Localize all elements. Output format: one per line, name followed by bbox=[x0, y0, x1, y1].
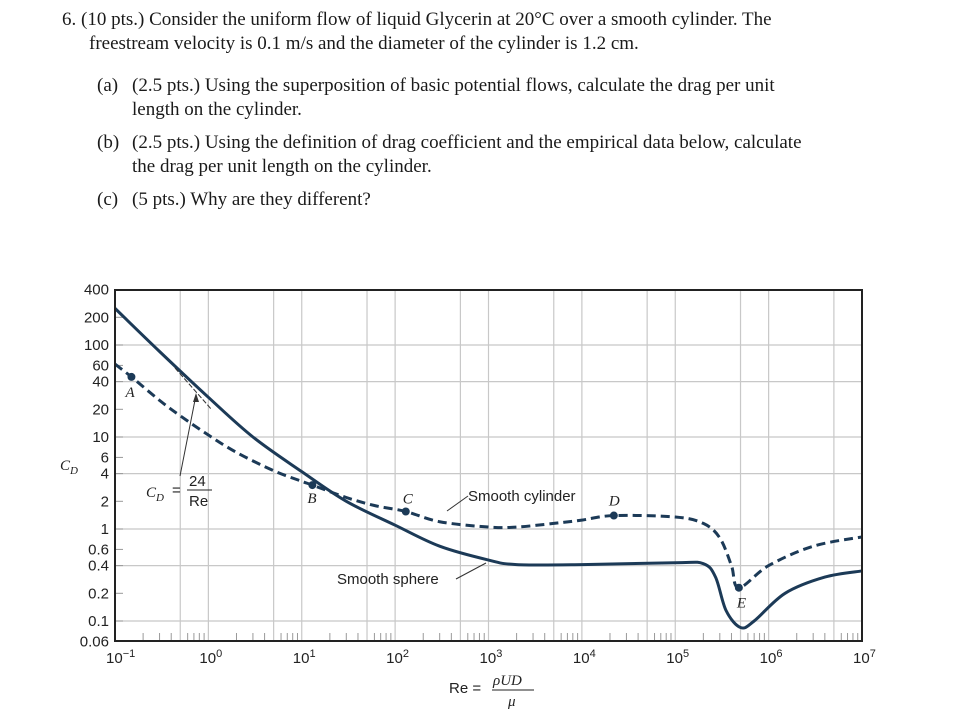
part-c-label: (c) bbox=[97, 189, 119, 210]
y-tick-label: 0.2 bbox=[88, 585, 109, 602]
point-b-label: B bbox=[307, 491, 316, 507]
smooth-cylinder-curve bbox=[114, 362, 863, 590]
y-tick-label: 40 bbox=[92, 374, 109, 391]
y-tick-label: 60 bbox=[92, 357, 109, 374]
cylinder-pointer bbox=[446, 495, 469, 512]
grid bbox=[114, 290, 862, 641]
y-tick-label: 0.06 bbox=[80, 633, 109, 650]
part-a-line-1: (2.5 pts.) Using the superposition of ba… bbox=[132, 75, 775, 96]
y-tick-label: 20 bbox=[92, 401, 109, 418]
equals-sign: = bbox=[172, 482, 181, 499]
stokes-numerator: 24 bbox=[189, 473, 206, 490]
part-b-label: (b) bbox=[97, 132, 120, 153]
point-e-label: E bbox=[736, 596, 746, 612]
arrowhead bbox=[193, 393, 199, 402]
y-tick-label: 100 bbox=[84, 337, 109, 354]
y-tick-label: 200 bbox=[84, 309, 109, 326]
point-b-marker bbox=[308, 481, 317, 490]
x-axis-label-den: μ bbox=[507, 694, 516, 710]
point-a-marker bbox=[127, 372, 136, 381]
problem-line-1: 6. (10 pts.) Consider the uniform flow o… bbox=[62, 9, 772, 30]
x-axis-label-num: ρUD bbox=[492, 673, 522, 689]
stokes-cd-label: CD bbox=[146, 485, 164, 504]
y-tick-label: 0.1 bbox=[88, 613, 109, 630]
smooth-sphere-curve bbox=[113, 307, 863, 630]
y-tick-label: 10 bbox=[92, 429, 109, 446]
x-tick-label: 107 bbox=[853, 648, 876, 667]
problem-line-2: freestream velocity is 0.1 m/s and the d… bbox=[89, 33, 639, 54]
x-tick-label: 106 bbox=[760, 648, 783, 667]
cylinder-label: Smooth cylinder bbox=[468, 488, 576, 505]
point-d-marker bbox=[609, 511, 618, 520]
x-tick-label: 103 bbox=[480, 648, 503, 667]
stokes-asymptote bbox=[174, 367, 213, 411]
point-e-marker bbox=[734, 583, 743, 592]
part-b-line-2: the drag per unit length on the cylinder… bbox=[132, 156, 432, 177]
stokes-pointer bbox=[179, 394, 197, 477]
point-a-label: A bbox=[124, 385, 135, 401]
x-axis-label-lhs: Re = bbox=[449, 680, 481, 697]
y-tick-label: 1 bbox=[101, 521, 109, 538]
part-a-line-2: length on the cylinder. bbox=[132, 99, 302, 120]
part-b-line-1: (2.5 pts.) Using the definition of drag … bbox=[132, 132, 802, 153]
point-d-label: D bbox=[608, 494, 620, 510]
point-markers: AB C DE bbox=[124, 372, 746, 612]
x-tick-label: 100 bbox=[199, 648, 222, 667]
series bbox=[113, 307, 863, 630]
y-tick-label: 0.6 bbox=[88, 541, 109, 558]
point-c-marker bbox=[401, 507, 410, 516]
y-tick-label: 4 bbox=[101, 466, 109, 483]
stokes-denominator: Re bbox=[189, 493, 208, 510]
y-tick-label: 2 bbox=[101, 493, 109, 510]
sphere-pointer bbox=[455, 562, 487, 580]
y-tick-label: 0.4 bbox=[88, 558, 109, 575]
part-a-label: (a) bbox=[97, 75, 119, 96]
x-tick-label: 102 bbox=[386, 648, 409, 667]
x-tick-label: 10−1 bbox=[106, 648, 135, 667]
plot-frame bbox=[114, 289, 863, 642]
x-tick-label: 104 bbox=[573, 648, 596, 667]
x-tick-label: 105 bbox=[666, 648, 689, 667]
sphere-label: Smooth sphere bbox=[337, 571, 439, 588]
point-c-label: C bbox=[403, 491, 414, 507]
y-axis-label: CD bbox=[60, 458, 78, 477]
part-c-line-1: (5 pts.) Why are they different? bbox=[132, 189, 371, 210]
y-tick-label: 6 bbox=[101, 449, 109, 466]
x-tick-label: 101 bbox=[293, 648, 316, 667]
y-tick-label: 400 bbox=[84, 282, 109, 299]
